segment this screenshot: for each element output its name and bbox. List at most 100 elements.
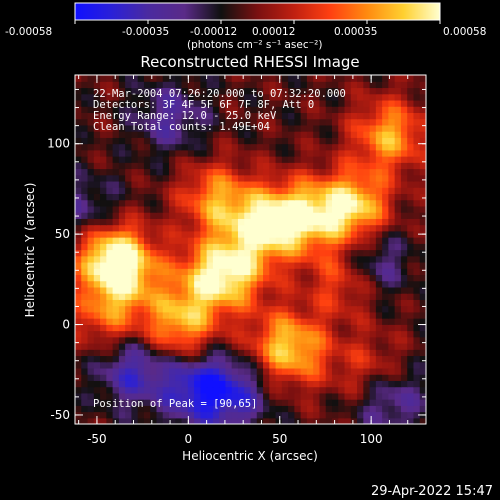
heatmap-cell [288, 162, 295, 170]
heatmap-cell [137, 230, 145, 238]
heatmap-cell [175, 318, 183, 325]
heatmap-cell [100, 243, 107, 251]
heatmap-cell [394, 205, 402, 213]
heatmap-cell [306, 255, 314, 263]
heatmap-cell [294, 230, 302, 238]
heatmap-cell [263, 149, 270, 157]
heatmap-cell [394, 81, 402, 89]
heatmap-cell [325, 367, 333, 375]
heatmap-cell [125, 417, 133, 424]
heatmap-cell [212, 218, 220, 226]
heatmap-cell [81, 324, 89, 332]
heatmap-cell [288, 87, 295, 95]
heatmap-cell [294, 318, 302, 325]
heatmap-cell [275, 336, 283, 344]
heatmap-cell [407, 318, 415, 325]
heatmap-cell [225, 293, 233, 300]
heatmap-cell [375, 330, 383, 338]
heatmap-cell [150, 124, 158, 132]
heatmap-cell [169, 280, 176, 288]
heatmap-cell [250, 118, 258, 126]
heatmap-cell [93, 286, 101, 294]
heatmap-cell [162, 93, 170, 101]
heatmap-cell [156, 411, 164, 419]
heatmap-cell [237, 230, 245, 238]
heatmap-cell [150, 342, 158, 350]
heatmap-cell [125, 81, 133, 89]
heatmap-cell [100, 224, 107, 232]
heatmap-cell [407, 374, 415, 381]
heatmap-cell [237, 143, 245, 151]
heatmap-cell [125, 399, 133, 406]
heatmap-cell [363, 131, 371, 138]
heatmap-cell [156, 149, 164, 157]
heatmap-cell [275, 305, 283, 313]
heatmap-cell [93, 131, 101, 138]
heatmap-cell [331, 349, 339, 357]
heatmap-cell [175, 131, 183, 138]
heatmap-cell [294, 106, 302, 113]
heatmap-cell [256, 336, 264, 344]
heatmap-cell [369, 411, 377, 419]
heatmap-cell [294, 342, 302, 350]
heatmap-cell [375, 249, 383, 257]
heatmap-cell [250, 131, 258, 138]
heatmap-cell [100, 237, 107, 244]
heatmap-cell [175, 293, 183, 300]
heatmap-cell [263, 156, 270, 163]
heatmap-cell [237, 318, 245, 325]
heatmap-cell [400, 93, 408, 101]
heatmap-cell [87, 324, 95, 332]
heatmap-cell [187, 336, 195, 344]
heatmap-cell [162, 405, 170, 413]
heatmap-cell [100, 99, 107, 107]
heatmap-cell [150, 411, 158, 419]
colorbar-tick-0: -0.00058 [5, 26, 52, 38]
heatmap-cell [394, 261, 402, 269]
heatmap-cell [369, 87, 377, 95]
heatmap-cell [175, 417, 183, 424]
heatmap-cell [294, 324, 302, 332]
heatmap-cell [363, 112, 371, 120]
heatmap-cell [81, 411, 89, 419]
heatmap-cell [75, 280, 82, 288]
heatmap-cell [93, 112, 101, 120]
heatmap-cell [306, 330, 314, 338]
heatmap-cell [338, 137, 346, 145]
heatmap-cell [344, 168, 352, 176]
heatmap-cell [137, 187, 145, 195]
heatmap-cell [394, 324, 402, 332]
heatmap-cell [143, 149, 151, 157]
heatmap-cell [231, 149, 239, 157]
heatmap-cell [237, 392, 245, 400]
heatmap-cell [306, 336, 314, 344]
heatmap-cell [143, 87, 151, 95]
heatmap-cell [375, 224, 383, 232]
x-axis-label: Heliocentric X (arcsec) [182, 449, 318, 463]
heatmap-cell [100, 305, 107, 313]
heatmap-cell [206, 249, 214, 257]
heatmap-cell [407, 149, 415, 157]
heatmap-cell [275, 255, 283, 263]
heatmap-cell [75, 299, 82, 307]
heatmap-cell [181, 261, 189, 269]
heatmap-cell [363, 361, 371, 369]
heatmap-cell [325, 106, 333, 113]
heatmap-cell [81, 187, 89, 195]
heatmap-cell [350, 87, 358, 95]
heatmap-cell [100, 374, 107, 381]
heatmap-cell [200, 230, 208, 238]
heatmap-cell [206, 174, 214, 182]
heatmap-cell [281, 212, 289, 219]
heatmap-cell [100, 399, 107, 406]
heatmap-cell [275, 380, 283, 388]
heatmap-cell [306, 367, 314, 375]
heatmap-cell [225, 131, 233, 138]
heatmap-cell [162, 87, 170, 95]
heatmap-cell [100, 342, 107, 350]
heatmap-cell [118, 156, 126, 163]
heatmap-cell [382, 187, 389, 195]
heatmap-cell [125, 230, 133, 238]
heatmap-cell [143, 374, 151, 381]
heatmap-cell [106, 261, 114, 269]
